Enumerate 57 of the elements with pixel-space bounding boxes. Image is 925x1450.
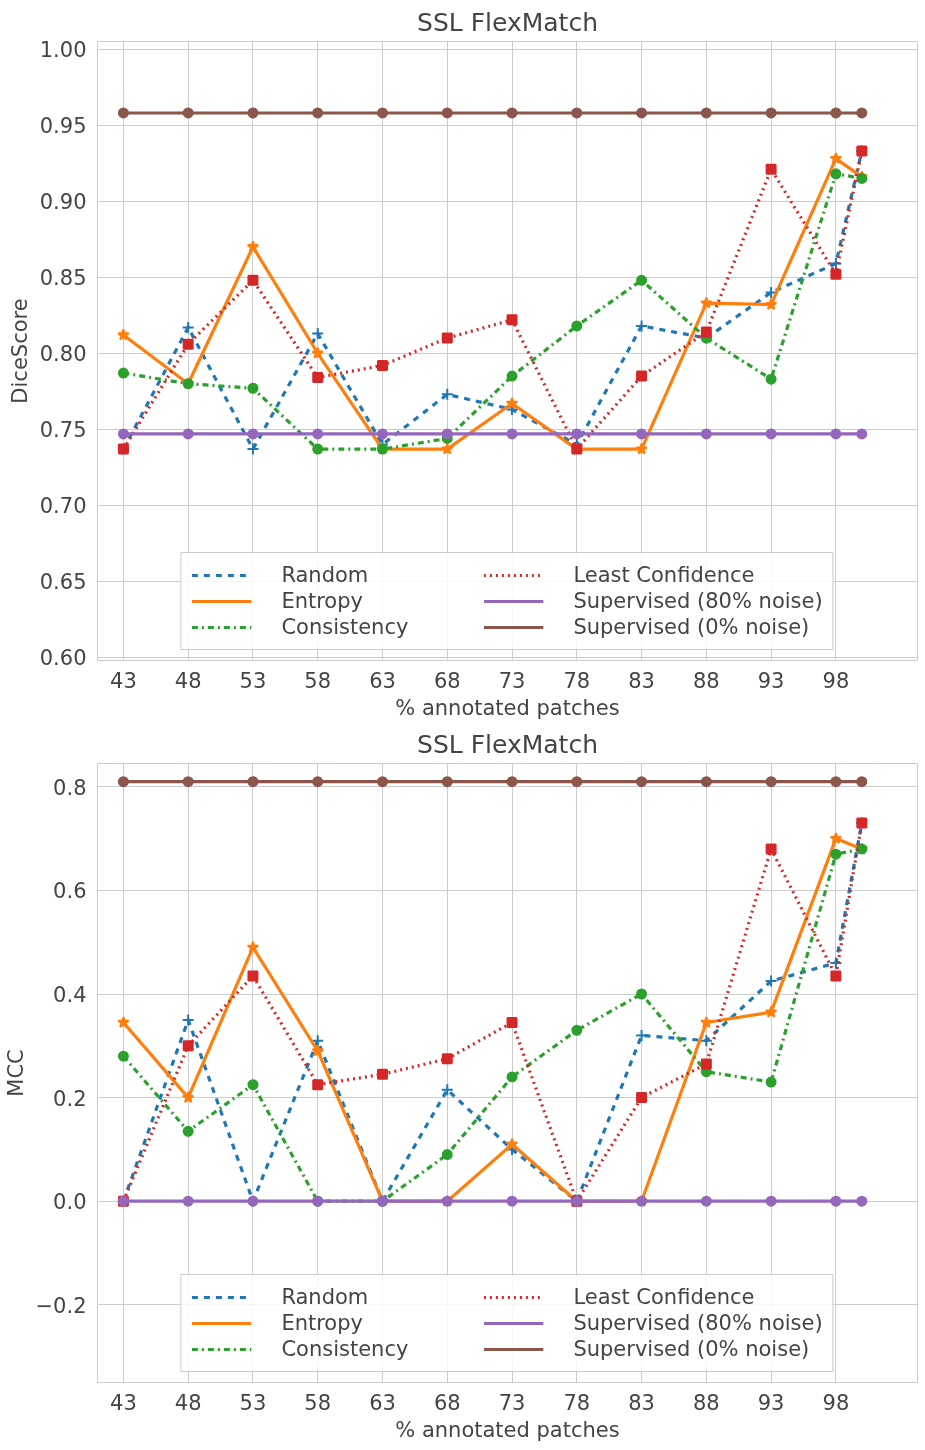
- x-tick-label: 58: [304, 668, 332, 693]
- x-tick-label: 93: [757, 1390, 785, 1415]
- x-tick-label: 53: [239, 1390, 267, 1415]
- x-tick-label: 98: [822, 668, 850, 693]
- x-tick-label: 83: [628, 1390, 655, 1415]
- y-tick-label: 0.4: [53, 983, 87, 1008]
- x-tick-label: 63: [369, 1390, 396, 1415]
- y-tick-label: 0.95: [39, 114, 87, 139]
- x-tick-label: 98: [822, 1390, 850, 1415]
- legend-label: Consistency: [281, 1337, 410, 1361]
- y-tick-label: 0.75: [39, 418, 87, 443]
- y-tick-label: 0.0: [53, 1190, 87, 1215]
- legend-label: Supervised (0% noise): [573, 615, 810, 639]
- x-tick-label: 53: [239, 668, 267, 693]
- x-tick-label: 63: [369, 668, 396, 693]
- legend-label: Random: [281, 563, 370, 587]
- legend-label: Least Confidence: [573, 563, 756, 587]
- legend-label: Consistency: [281, 615, 410, 639]
- x-tick-label: 88: [692, 668, 720, 693]
- y-axis-title: MCC: [3, 1049, 28, 1097]
- y-tick-label: 0.70: [39, 494, 87, 519]
- x-tick-label: 68: [433, 1390, 461, 1415]
- x-tick-label: 48: [174, 668, 202, 693]
- legend-label: Entropy: [281, 1311, 364, 1335]
- y-tick-label: 0.90: [39, 190, 87, 215]
- x-tick-label: 73: [498, 668, 526, 693]
- chart-title: SSL FlexMatch: [417, 729, 598, 759]
- x-axis-title: % annotated patches: [395, 695, 620, 720]
- y-tick-label: 1.00: [39, 38, 87, 63]
- y-tick-label: 0.60: [39, 646, 87, 671]
- y-axis-title: DiceScore: [7, 298, 32, 404]
- x-tick-label: 43: [110, 1390, 137, 1415]
- legend-label: Entropy: [281, 589, 364, 613]
- x-tick-label: 88: [692, 1390, 720, 1415]
- y-tick-label: 0.6: [53, 879, 87, 904]
- x-axis-title: % annotated patches: [395, 1417, 620, 1442]
- y-tick-label: 0.65: [39, 570, 87, 595]
- x-tick-label: 78: [563, 1390, 591, 1415]
- x-tick-label: 78: [563, 668, 591, 693]
- legend-label: Supervised (80% noise): [573, 589, 823, 613]
- x-tick-label: 68: [433, 668, 461, 693]
- legend-label: Random: [281, 1285, 370, 1309]
- x-tick-label: 83: [628, 668, 655, 693]
- x-tick-label: 73: [498, 1390, 526, 1415]
- y-tick-label: 0.85: [39, 266, 87, 291]
- x-tick-label: 93: [757, 668, 785, 693]
- legend-label: Least Confidence: [573, 1285, 756, 1309]
- x-tick-label: 43: [110, 668, 137, 693]
- legend-label: Supervised (0% noise): [573, 1337, 810, 1361]
- y-tick-label: 0.80: [39, 342, 87, 367]
- chart-title: SSL FlexMatch: [417, 7, 598, 37]
- y-tick-label: 0.8: [53, 775, 87, 800]
- legend-label: Supervised (80% noise): [573, 1311, 823, 1335]
- x-tick-label: 58: [304, 1390, 332, 1415]
- y-tick-label: −0.2: [35, 1293, 87, 1318]
- y-tick-label: 0.2: [53, 1086, 87, 1111]
- x-tick-label: 48: [174, 1390, 202, 1415]
